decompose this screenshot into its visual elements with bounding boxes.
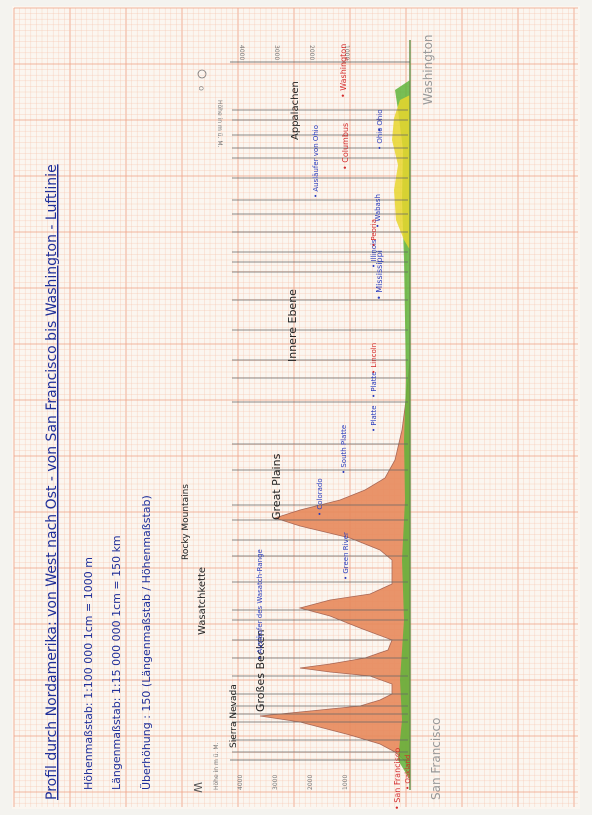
scale-note-length: Längenmaßstab: 1:15 000 000 1cm = 150 km [110,535,123,790]
lowland-yellow-band [392,95,410,250]
terrain-profile [259,80,411,780]
top-place: Washington [421,34,435,105]
label-peoria: • Peoria [370,219,378,247]
label-auslaeufer-wasatch: • Ausläufer des Wasatch-Range [256,549,264,660]
label-mississippi: • Mississippi [375,250,384,300]
right-tick-4: 1000 [343,45,350,60]
east-marker-circle [197,69,207,79]
lowland-green-band [395,80,410,780]
label-ohio-1: • Ohio [376,127,384,150]
label-rocky-mountains: Rocky Mountains [181,484,191,560]
left-tick-2: 3000 [272,775,279,790]
page-title: Profil durch Nordamerika: von West nach … [44,164,60,800]
label-south-platte: • South Platte [340,425,348,474]
label-wabash: • Wabash [374,194,382,228]
label-illinois: • Illinois [370,239,378,268]
right-height-axis: Höhe in m ü. M. 4000 3000 2000 1000 [216,45,410,148]
left-tick-1: 4000 [237,775,244,790]
label-platte-1: • Platte [370,405,378,432]
label-washington: • Washington [339,44,348,98]
right-axis-label: Höhe in m ü. M. [216,100,223,148]
left-tick-4: 1000 [342,775,349,790]
label-green-river: • Green River [342,532,350,580]
right-tick-3: 2000 [308,45,315,60]
right-tick-1: 4000 [238,45,245,60]
label-oakland: • Oakland [404,755,412,790]
scale-note-overhang: Überhöhung : 150 (Längenmaßstab / Höhenm… [140,495,153,790]
left-axis-label: Höhe in m ü. M. [213,742,220,790]
label-sierra-nevada: Sierra Nevada [229,684,239,748]
bottom-place: San Francisco [429,718,443,800]
label-ohio-2: • Ohio [376,109,384,132]
left-tick-3: 2000 [307,775,314,790]
right-tick-2: 3000 [273,45,280,60]
label-grosses-becken: Großes Becken [254,629,267,712]
label-platte-2: • Platte [370,371,378,398]
label-colorado: • Colorado [316,478,324,516]
scale-note-height: Höhenmaßstab: 1:100 000 1cm = 1000 m [82,557,95,790]
label-columbus: • Columbus [341,123,350,170]
paper [12,6,580,809]
label-innere-ebene: Innere Ebene [286,289,299,362]
mountain-profile [259,359,411,772]
east-marker: O [197,86,204,91]
label-appalachen: Appalachen [290,81,301,140]
label-wasatchkette: Wasatchkette [197,567,208,635]
left-height-axis: Höhe in m ü. M. 4000 3000 2000 1000 [213,742,410,790]
feature-labels: • San Francisco • Oakland Sierra Nevada … [181,44,412,810]
label-auslaeufer-ohio: • Ausläufer von Ohio [312,125,320,198]
label-great-plains: Great Plains [270,453,283,520]
west-marker: W [191,782,204,793]
label-lincoln: • Lincoln [370,343,378,374]
label-san-francisco: • San Francisco [393,748,402,810]
guide-lines [232,109,408,753]
